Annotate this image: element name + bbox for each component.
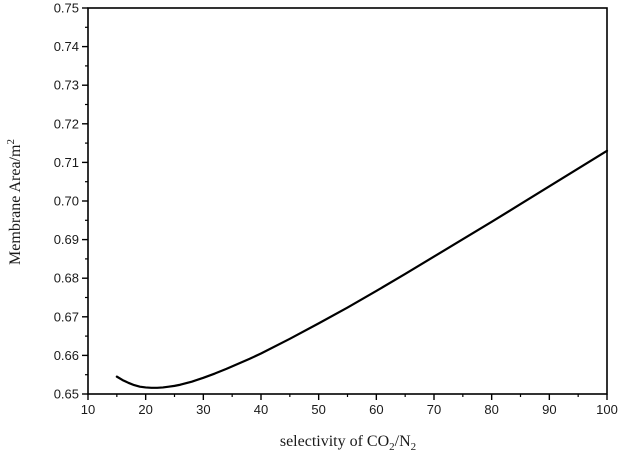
x-tick-label: 20 — [138, 402, 152, 417]
x-axis-title-part: /N — [395, 433, 411, 450]
y-tick-label: 0.67 — [54, 309, 79, 324]
x-tick-label: 30 — [196, 402, 210, 417]
y-axis-title-part: Membrane Area/m — [7, 144, 24, 265]
y-axis-ticks: 0.65 0.66 0.67 0.68 0.69 0.70 0.71 0.72 0.73 0.74… — [54, 1, 88, 402]
x-tick-label: 50 — [311, 402, 325, 417]
x-axis-title-subscript: 2 — [411, 441, 417, 453]
y-tick-label: 0.68 — [54, 271, 79, 286]
y-tick-label: 0.74 — [54, 39, 79, 54]
y-tick-label: 0.75 — [54, 1, 79, 16]
y-tick-label: 0.70 — [54, 194, 79, 209]
y-tick-label: 0.65 — [54, 387, 79, 402]
x-tick-label: 40 — [254, 402, 268, 417]
series-line — [115, 149, 609, 389]
x-tick-label: 70 — [427, 402, 441, 417]
y-axis-title: Membrane Area/m2 — [5, 139, 24, 265]
x-tick-label: 10 — [81, 402, 95, 417]
y-tick-label: 0.72 — [54, 116, 79, 131]
x-axis-ticks: 10 20 30 40 50 60 70 80 90 100 — [81, 394, 618, 417]
x-axis-title-subscript: 2 — [389, 441, 395, 453]
y-axis-title-superscript: 2 — [5, 139, 17, 145]
y-tick-label: 0.69 — [54, 232, 79, 247]
x-tick-label: 60 — [369, 402, 383, 417]
x-tick-label: 100 — [596, 402, 618, 417]
plot-frame — [87, 7, 608, 395]
x-axis-title: selectivity of CO2/N2 — [280, 433, 416, 453]
x-tick-label: 90 — [542, 402, 556, 417]
y-tick-label: 0.73 — [54, 78, 79, 93]
y-tick-label: 0.71 — [54, 155, 79, 170]
x-axis-title-part: selectivity of CO — [280, 433, 389, 450]
y-tick-label: 0.66 — [54, 348, 79, 363]
x-tick-label: 80 — [484, 402, 498, 417]
